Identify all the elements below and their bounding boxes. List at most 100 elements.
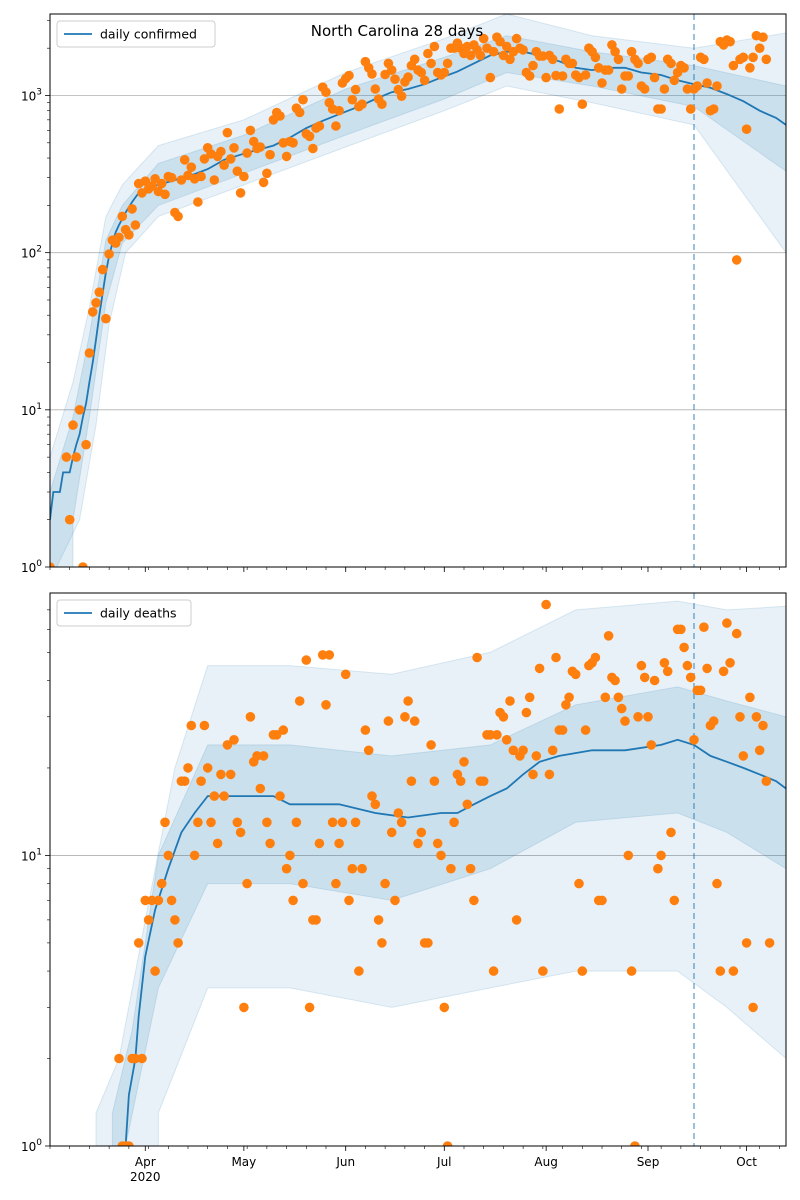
confirmed-y-tick-exponent: 1 xyxy=(36,402,42,412)
confirmed-data-point xyxy=(682,84,693,94)
deaths-data-point xyxy=(728,966,739,976)
deaths-data-point xyxy=(722,618,732,628)
deaths-data-point xyxy=(383,716,394,726)
confirmed-data-point xyxy=(160,189,170,200)
deaths-data-point xyxy=(603,631,614,641)
deaths-data-point xyxy=(754,745,765,756)
deaths-data-point xyxy=(255,783,266,794)
deaths-data-point xyxy=(344,895,354,906)
deaths-data-point xyxy=(462,799,473,810)
deaths-data-point xyxy=(413,838,423,849)
deaths-data-point xyxy=(446,863,456,874)
confirmed-data-point xyxy=(199,154,210,164)
confirmed-data-point xyxy=(367,69,377,79)
deaths-data-point xyxy=(150,966,160,976)
deaths-data-point xyxy=(281,863,292,874)
confirmed-data-point xyxy=(64,514,75,525)
deaths-data-point xyxy=(465,863,476,874)
deaths-data-point xyxy=(580,725,591,735)
deaths-data-point xyxy=(564,692,574,703)
confirmed-data-point xyxy=(101,313,111,324)
deaths-data-point xyxy=(620,716,630,726)
deaths-data-point xyxy=(170,915,180,925)
deaths-data-point xyxy=(166,895,177,906)
deaths-data-point xyxy=(367,791,377,801)
deaths-data-point xyxy=(708,716,719,726)
deaths-data-point xyxy=(360,725,371,735)
deaths-data-point xyxy=(646,740,657,750)
confirmed-data-point xyxy=(275,111,285,121)
x-tick-label: Aug xyxy=(534,1155,557,1169)
confirmed-data-point xyxy=(255,142,266,152)
confirmed-data-point xyxy=(179,155,190,165)
confirmed-data-point xyxy=(505,54,515,65)
deaths-data-point xyxy=(547,745,558,756)
confirmed-data-point xyxy=(495,36,505,47)
deaths-data-point xyxy=(403,696,413,706)
deaths-data-point xyxy=(331,878,341,889)
confirmed-data-point xyxy=(193,197,203,207)
deaths-data-point xyxy=(229,735,239,745)
confirmed-data-point xyxy=(666,58,676,69)
deaths-data-point xyxy=(156,878,167,889)
deaths-data-point xyxy=(114,1053,124,1064)
confirmed-data-point xyxy=(626,46,637,57)
deaths-data-point xyxy=(436,850,446,861)
deaths-data-point xyxy=(524,692,535,703)
confirmed-data-point xyxy=(331,121,341,131)
deaths-inner-band xyxy=(111,686,786,1146)
confirmed-data-point xyxy=(409,54,420,65)
confirmed-data-point xyxy=(386,65,397,75)
confirmed-axes-frame xyxy=(49,13,787,568)
deaths-data-point xyxy=(219,791,229,801)
deaths-data-point xyxy=(324,650,335,660)
confirmed-data-point xyxy=(416,67,427,78)
confirmed-data-point xyxy=(298,94,308,105)
deaths-data-point xyxy=(745,692,755,703)
confirmed-data-point xyxy=(485,72,496,83)
deaths-data-point xyxy=(544,769,555,780)
deaths-data-point xyxy=(633,712,643,722)
x-tick-label: Apr xyxy=(135,1155,156,1169)
x-tick-year-label: 2020 xyxy=(130,1170,161,1184)
deaths-axes-frame xyxy=(49,592,787,1147)
confirmed-data-point xyxy=(656,104,666,114)
deaths-data-point xyxy=(232,817,243,828)
confirmed-data-point xyxy=(350,84,361,95)
confirmed-data-point xyxy=(419,75,430,86)
confirmed-data-point xyxy=(239,171,249,182)
confirmed-data-point xyxy=(728,60,739,71)
deaths-data-point xyxy=(685,672,696,683)
deaths-data-point xyxy=(416,827,427,838)
deaths-data-point xyxy=(738,751,749,761)
deaths-data-point xyxy=(712,878,722,889)
deaths-data-point xyxy=(551,652,561,663)
confirmed-data-point xyxy=(646,52,657,63)
deaths-data-point xyxy=(242,878,252,889)
confirmed-data-point xyxy=(68,420,78,430)
deaths-data-point xyxy=(153,895,164,906)
deaths-data-point xyxy=(492,730,502,740)
deaths-data-point xyxy=(718,666,729,677)
confirmed-data-point xyxy=(541,72,551,83)
confirmed-data-point xyxy=(659,84,670,94)
deaths-data-point xyxy=(186,720,197,731)
deaths-data-point xyxy=(751,712,762,722)
deaths-data-point xyxy=(449,817,459,828)
confirmed-data-point xyxy=(258,177,269,188)
deaths-data-point xyxy=(643,712,653,722)
confirmed-plot-area xyxy=(50,14,786,567)
confirmed-data-point xyxy=(603,65,614,75)
deaths-trend-line xyxy=(124,738,786,1146)
deaths-data-point xyxy=(764,938,775,948)
confirmed-data-point xyxy=(524,71,535,81)
deaths-data-point xyxy=(133,938,144,948)
confirmed-data-point xyxy=(173,211,183,222)
confirmed-data-point xyxy=(232,166,243,176)
confirmed-data-point xyxy=(308,143,318,154)
confirmed-data-point xyxy=(738,52,749,63)
deaths-y-tick-exponent: 0 xyxy=(36,1138,42,1148)
deaths-data-point xyxy=(193,817,203,828)
deaths-data-point xyxy=(574,878,584,889)
